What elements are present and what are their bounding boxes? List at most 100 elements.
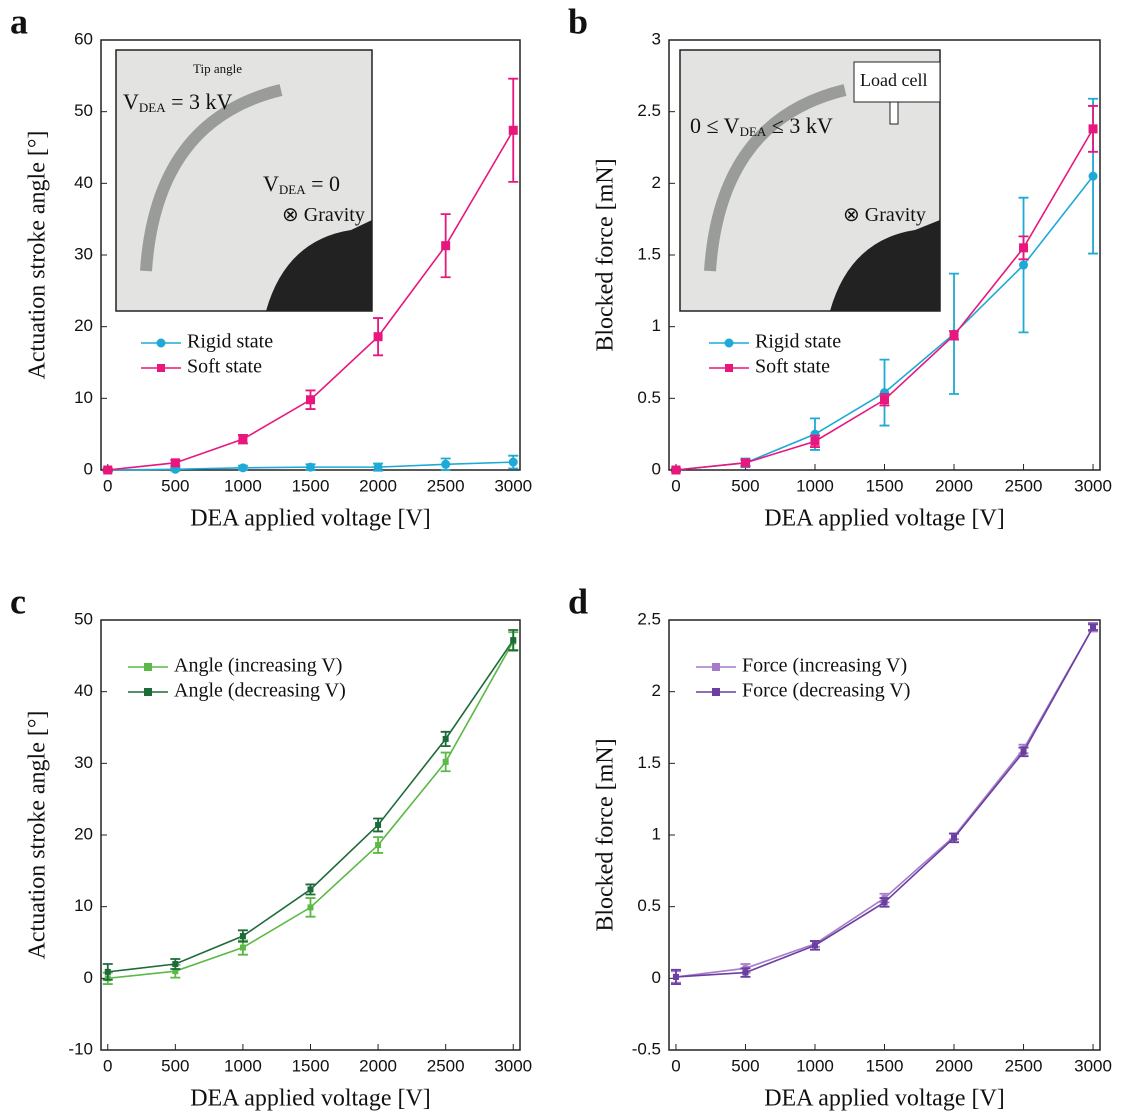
x-tick-label: 2500 bbox=[427, 1056, 465, 1075]
x-tick-label: 1500 bbox=[866, 476, 904, 495]
data-point bbox=[441, 459, 451, 469]
data-point bbox=[881, 899, 888, 906]
inset-label-sub: DEA bbox=[279, 182, 306, 197]
x-axis-label: DEA applied voltage [V] bbox=[190, 506, 431, 532]
data-point bbox=[375, 821, 382, 828]
y-axis-label: Blocked force [mN] bbox=[593, 158, 619, 351]
y-tick-label: 1.5 bbox=[637, 244, 661, 263]
x-axis-label: DEA applied voltage [V] bbox=[190, 1086, 431, 1112]
x-tick-label: 1500 bbox=[866, 1056, 904, 1075]
data-point bbox=[239, 933, 246, 940]
data-point bbox=[508, 457, 518, 467]
data-point bbox=[671, 465, 681, 475]
data-point bbox=[307, 904, 314, 911]
x-tick-label: 2500 bbox=[427, 476, 465, 495]
y-tick-label: 20 bbox=[74, 316, 93, 335]
data-point bbox=[1088, 171, 1098, 181]
panel-label: a bbox=[10, 1, 28, 41]
inset-object bbox=[140, 84, 283, 272]
inset-label-rest: = 0 bbox=[306, 171, 340, 196]
x-tick-label: 3000 bbox=[1074, 476, 1112, 495]
y-tick-label: 1 bbox=[652, 824, 661, 843]
y-tick-label: 0.5 bbox=[637, 388, 661, 407]
data-point bbox=[811, 942, 818, 949]
legend-marker bbox=[712, 663, 720, 671]
data-point bbox=[1090, 624, 1097, 631]
data-point bbox=[307, 886, 314, 893]
data-point bbox=[103, 465, 113, 475]
x-tick-label: 500 bbox=[161, 1056, 189, 1075]
panel-label: c bbox=[10, 581, 26, 621]
data-point bbox=[104, 968, 111, 975]
y-tick-label: 0 bbox=[652, 459, 661, 478]
legend-label: Angle (decreasing V) bbox=[174, 680, 346, 702]
y-tick-label: 0.5 bbox=[637, 896, 661, 915]
y-tick-label: 20 bbox=[74, 824, 93, 843]
y-tick-label: 2 bbox=[652, 681, 661, 700]
data-point bbox=[373, 462, 383, 472]
inset-label: 0 ≤ VDEA ≤ 3 kV bbox=[690, 113, 833, 139]
x-tick-label: 1500 bbox=[292, 476, 330, 495]
x-tick-label: 3000 bbox=[494, 476, 532, 495]
y-tick-label: -10 bbox=[68, 1039, 93, 1058]
inset-label: VDEA = 3 kV bbox=[123, 89, 233, 115]
x-axis-label: DEA applied voltage [V] bbox=[764, 506, 1005, 532]
data-point bbox=[373, 332, 383, 342]
data-point bbox=[951, 834, 958, 841]
data-point bbox=[441, 241, 451, 251]
data-point bbox=[740, 458, 750, 468]
legend-label: Angle (increasing V) bbox=[174, 655, 342, 677]
inset-label: ⊗ Gravity bbox=[282, 204, 365, 226]
inset-label-text: V bbox=[263, 171, 279, 196]
legend-marker bbox=[156, 338, 166, 348]
y-tick-label: 30 bbox=[74, 244, 93, 263]
x-tick-label: 1000 bbox=[796, 1056, 834, 1075]
inset-label-text: Load cell bbox=[860, 70, 927, 90]
y-tick-label: 40 bbox=[74, 173, 93, 192]
data-point bbox=[742, 969, 749, 976]
y-tick-label: 1.5 bbox=[637, 753, 661, 772]
x-tick-label: 0 bbox=[671, 476, 680, 495]
y-tick-label: 30 bbox=[74, 753, 93, 772]
legend-marker bbox=[724, 338, 734, 348]
x-tick-label: 3000 bbox=[494, 1056, 532, 1075]
y-tick-label: 2.5 bbox=[637, 101, 661, 120]
legend-label: Rigid state bbox=[755, 331, 841, 353]
x-tick-label: 3000 bbox=[1074, 1056, 1112, 1075]
x-tick-label: 500 bbox=[161, 476, 189, 495]
y-axis-label: Blocked force [mN] bbox=[593, 738, 619, 931]
x-tick-label: 2500 bbox=[1005, 1056, 1043, 1075]
y-tick-label: 3 bbox=[652, 29, 661, 48]
legend-label: Rigid state bbox=[187, 331, 273, 353]
data-point bbox=[375, 842, 382, 849]
data-point bbox=[949, 330, 959, 340]
inset-label: VDEA = 0 bbox=[263, 171, 340, 197]
x-tick-label: 0 bbox=[103, 476, 112, 495]
legend-label: Force (decreasing V) bbox=[742, 680, 910, 702]
inset-label-text: Tip angle bbox=[193, 61, 242, 76]
legend-marker bbox=[144, 663, 152, 671]
y-tick-label: 50 bbox=[74, 609, 93, 628]
x-tick-label: 2500 bbox=[1005, 476, 1043, 495]
inset-label-text: ⊗ Gravity bbox=[282, 204, 365, 226]
data-point bbox=[510, 637, 517, 644]
panel-label: d bbox=[568, 581, 588, 621]
data-point bbox=[238, 463, 248, 473]
x-tick-label: 2000 bbox=[359, 1056, 397, 1075]
legend-marker bbox=[144, 688, 152, 696]
y-tick-label: 10 bbox=[74, 388, 93, 407]
legend-label: Force (increasing V) bbox=[742, 655, 907, 677]
data-point bbox=[1019, 260, 1029, 270]
x-tick-label: 2000 bbox=[935, 476, 973, 495]
x-tick-label: 1000 bbox=[224, 476, 262, 495]
legend-label: Soft state bbox=[755, 356, 830, 378]
data-point bbox=[172, 961, 179, 967]
inset-label-sub: DEA bbox=[139, 100, 166, 115]
inset-object bbox=[830, 220, 940, 311]
y-axis-label: Actuation stroke angle [°] bbox=[25, 131, 51, 380]
load-cell-pin bbox=[889, 101, 899, 125]
data-point bbox=[172, 968, 179, 975]
data-point bbox=[1088, 124, 1098, 134]
